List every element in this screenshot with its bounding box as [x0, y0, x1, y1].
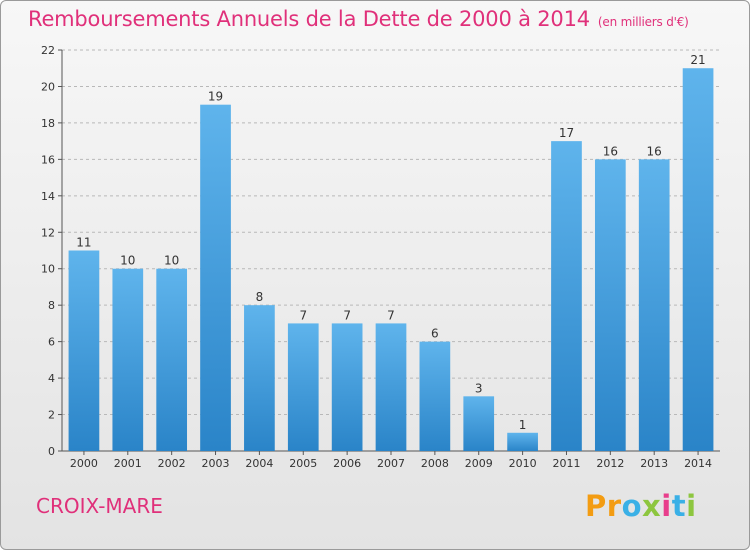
y-tick-label: 16	[41, 153, 55, 166]
bar	[244, 305, 275, 451]
x-tick-label: 2010	[509, 457, 537, 470]
x-tick-label: 2005	[289, 457, 317, 470]
data-label: 17	[559, 126, 574, 140]
x-tick-label: 2014	[684, 457, 712, 470]
x-tick-label: 2000	[70, 457, 98, 470]
x-tick-label: 2006	[333, 457, 361, 470]
x-tick-label: 2009	[465, 457, 493, 470]
data-label: 3	[475, 381, 483, 395]
x-tick-label: 2011	[552, 457, 580, 470]
x-tick-label: 2013	[640, 457, 668, 470]
y-tick-label: 6	[48, 336, 55, 349]
data-label: 8	[256, 290, 264, 304]
x-tick-label: 2007	[377, 457, 405, 470]
bar	[331, 323, 363, 451]
x-tick-label: 2004	[245, 457, 273, 470]
bar	[594, 159, 626, 451]
data-label: 16	[647, 144, 662, 158]
x-tick-label: 2003	[202, 457, 230, 470]
data-label: 10	[164, 254, 179, 268]
data-label: 10	[120, 254, 135, 268]
bar	[375, 323, 407, 451]
y-tick-label: 18	[41, 117, 55, 130]
data-label: 11	[76, 236, 91, 250]
proxiti-logo: Proxiti	[585, 489, 697, 523]
bar	[638, 159, 670, 451]
bar	[507, 432, 538, 451]
data-label: 21	[690, 53, 705, 67]
bar	[156, 268, 188, 451]
bar	[200, 104, 231, 451]
logo-letter: i	[661, 489, 672, 523]
x-tick-label: 2008	[421, 457, 449, 470]
chart-title: Remboursements Annuels de la Dette de 20…	[28, 7, 689, 31]
bar	[463, 396, 495, 451]
bar	[287, 323, 319, 451]
chart-title-text: Remboursements Annuels de la Dette de 20…	[28, 7, 590, 31]
chart-subtitle: (en milliers d'€)	[597, 15, 689, 29]
y-tick-label: 22	[41, 44, 55, 57]
y-tick-label: 14	[41, 190, 55, 203]
logo-letter: x	[642, 489, 662, 523]
y-tick-label: 2	[48, 409, 55, 422]
logo-letter: r	[606, 489, 622, 523]
commune-name: CROIX-MARE	[36, 494, 163, 518]
logo-letter: t	[671, 489, 687, 523]
y-tick-label: 4	[48, 372, 55, 385]
data-label: 1	[519, 418, 527, 432]
logo-letter: i	[686, 489, 697, 523]
logo-letter: P	[585, 489, 607, 523]
y-tick-label: 20	[41, 80, 55, 93]
data-label: 7	[343, 308, 351, 322]
bar	[68, 250, 100, 451]
data-label: 7	[299, 308, 307, 322]
y-tick-label: 12	[41, 226, 55, 239]
x-tick-label: 2002	[158, 457, 186, 470]
y-tick-label: 10	[41, 263, 55, 276]
data-label: 19	[208, 90, 223, 104]
bar	[419, 341, 451, 451]
data-label: 6	[431, 327, 439, 341]
logo-letter: o	[621, 489, 643, 523]
x-tick-label: 2012	[596, 457, 624, 470]
bar	[112, 268, 144, 451]
x-tick-label: 2001	[114, 457, 142, 470]
y-tick-label: 0	[48, 445, 55, 458]
bar	[682, 68, 714, 452]
data-label: 16	[603, 144, 618, 158]
y-tick-label: 8	[48, 299, 55, 312]
data-label: 7	[387, 308, 395, 322]
bar	[551, 141, 582, 452]
